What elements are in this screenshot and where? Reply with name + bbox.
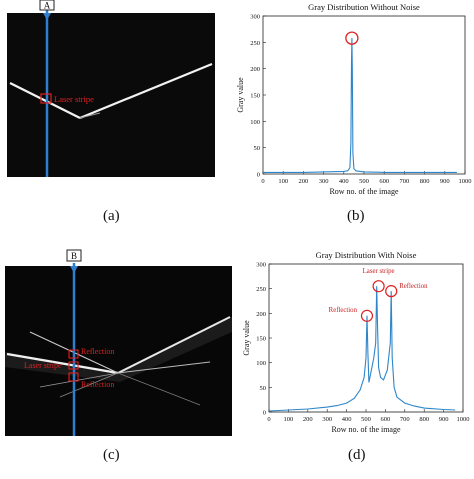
chart-b-xtick-label: 0 — [261, 178, 264, 185]
chart-d-xtick-label: 100 — [284, 416, 294, 423]
chart-d-ytick-label: 100 — [256, 360, 266, 367]
chart-d-xtick-label: 300 — [322, 416, 332, 423]
chart-b-xtick-label: 1000 — [459, 178, 472, 185]
chart-d-xlabel: Row no. of the image — [331, 425, 401, 434]
chart-b-xtick-label: 700 — [400, 178, 410, 185]
chart-b-xtick-label: 100 — [278, 178, 288, 185]
chart-d-ytick-label: 0 — [263, 410, 266, 417]
label-laser-stripe-c: Laser stripe — [24, 361, 62, 370]
laser-line-c-left — [6, 352, 119, 375]
chart-b-xlabel: Row no. of the image — [329, 187, 399, 196]
stripe-label: Laser stripe — [54, 94, 94, 104]
chart-d: Gray Distribution With Noise 0 100 200 300 40… — [242, 250, 470, 434]
caption-a: (a) — [103, 208, 120, 224]
chart-d-xtick-label: 800 — [419, 416, 429, 423]
chart-b-ytick-label: 50 — [254, 145, 261, 152]
chart-b-ytick-label: 250 — [250, 40, 260, 47]
chart-b-xtick-label: 300 — [319, 178, 329, 185]
laser-line-right — [79, 62, 213, 120]
panel-c-image: B Reflection Laser stripe Reflection — [5, 249, 232, 436]
chart-d-annotation-marker — [372, 280, 385, 293]
chart-b-xtick-label: 200 — [299, 178, 309, 185]
marker-box-a — [39, 0, 55, 11]
chart-b-xtick-label: 500 — [359, 178, 369, 185]
chart-d-annotation-label: Reflection — [329, 307, 358, 314]
chart-b-xtick-label: 800 — [420, 178, 430, 185]
chart-d-title: Gray Distribution With Noise — [316, 250, 417, 260]
panel-c: B Reflection Laser stripe Reflection (c) — [0, 237, 237, 474]
caption-c: (c) — [103, 447, 120, 463]
chart-d-annotation-marker — [360, 309, 374, 322]
chart-d-ytick-label: 250 — [256, 286, 266, 293]
chart-d-ytick-label: 50 — [260, 385, 267, 392]
chart-b-xtick-label: 600 — [379, 178, 389, 185]
chart-b-xtick-label: 900 — [440, 178, 450, 185]
marker-label-a: A — [44, 1, 51, 11]
chart-d-ytick-label: 150 — [256, 336, 266, 343]
panel-a-image: A Laser stripe — [7, 0, 215, 177]
chart-d-xtick-label: 500 — [361, 416, 371, 423]
laser-line-left — [9, 82, 81, 119]
chart-b-title: Gray Distribution Without Noise — [308, 2, 420, 12]
panel-d: Gray Distribution With Noise 0 100 200 300 40… — [237, 237, 474, 474]
chart-b-xtick-label: 400 — [339, 178, 349, 185]
marker-label-b: B — [71, 251, 77, 261]
chart-b-series-line — [263, 38, 457, 173]
chart-d-xtick-label: 600 — [381, 416, 391, 423]
chart-b-ytick-label: 300 — [250, 14, 260, 21]
chart-d-annotation-marker — [385, 285, 398, 298]
chart-d-annotation-label: Laser stripe — [363, 268, 395, 275]
chart-b-ytick-label: 150 — [250, 93, 260, 100]
chart-d-ylabel: Gray value — [242, 320, 251, 356]
laser-line-c-right — [117, 316, 231, 374]
chart-d-xtick-label: 700 — [400, 416, 410, 423]
chart-b-ytick-label: 0 — [257, 172, 260, 179]
caption-b: (b) — [347, 208, 365, 224]
label-reflection-top: Reflection — [81, 347, 114, 356]
label-reflection-bottom: Reflection — [81, 380, 114, 389]
chart-d-xtick-label: 900 — [439, 416, 449, 423]
stripe-highlight-box — [40, 93, 52, 104]
chart-d-xtick-label: 1000 — [457, 416, 470, 423]
chart-b-ytick-label: 100 — [250, 119, 260, 126]
panel-a: A Laser stripe (a) — [0, 0, 237, 237]
chart-b-plot-frame — [262, 15, 466, 175]
marker-box-b — [66, 249, 82, 262]
chart-d-series-line — [268, 286, 456, 412]
caption-d: (d) — [348, 447, 366, 463]
chart-d-xtick-label: 400 — [342, 416, 352, 423]
chart-d-xtick-label: 200 — [303, 416, 313, 423]
panel-b: Gray Distribution Without Noise 0 100 200 30… — [236, 0, 474, 237]
chart-b-ylabel: Gray value — [237, 77, 245, 113]
reflection-line-2 — [117, 361, 211, 374]
chart-d-ytick-label: 200 — [256, 311, 266, 318]
chart-d-ytick-label: 300 — [256, 262, 266, 269]
chart-d-annotation-label: Reflection — [399, 283, 428, 290]
chart-b-ytick-label: 200 — [250, 66, 260, 73]
chart-b: Gray Distribution Without Noise 0 100 200 30… — [236, 2, 472, 196]
chart-d-xtick-label: 0 — [267, 416, 270, 423]
chart-b-peak-marker — [345, 31, 359, 45]
